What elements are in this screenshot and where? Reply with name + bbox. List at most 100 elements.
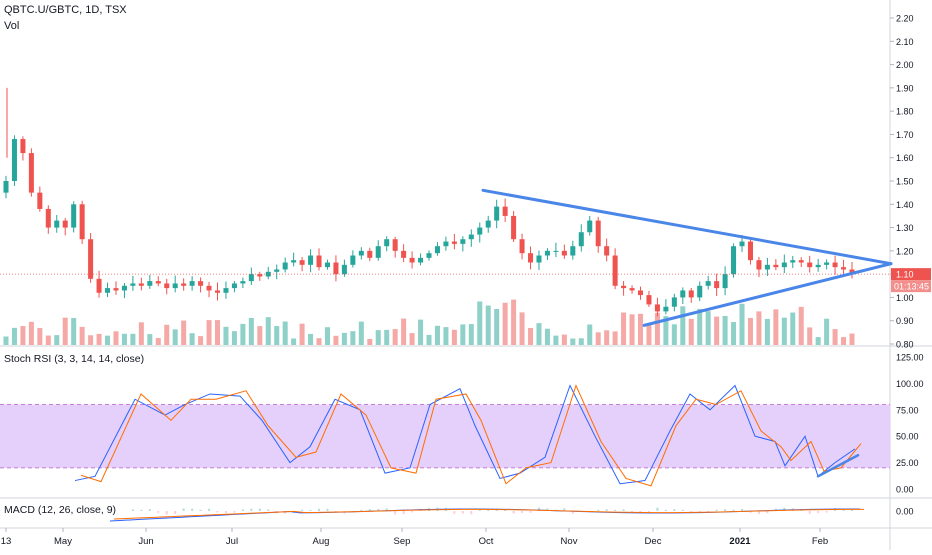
volume-bar [832, 329, 838, 345]
macd-histogram-bar [622, 509, 625, 511]
volume-bar [138, 322, 144, 345]
candle-body [621, 285, 627, 289]
macd-histogram-bar [504, 509, 507, 511]
volume-bar [621, 312, 627, 345]
volume-bar [781, 317, 787, 345]
volume-bar [265, 317, 271, 345]
volume-bar [367, 338, 373, 345]
candle-body [646, 295, 652, 305]
candle-body [587, 220, 593, 233]
volume-bar [71, 317, 77, 345]
time-tick-label: Feb [812, 536, 828, 547]
macd-histogram-bar [825, 511, 828, 513]
macd-histogram-bar [521, 511, 524, 513]
stoch-rsi-d-line [80, 384, 862, 487]
macd-histogram-bar [766, 511, 769, 514]
macd-histogram-bar [487, 509, 490, 511]
candle-body [773, 264, 779, 268]
macd-histogram-bar [284, 511, 287, 514]
macd-histogram-bar [546, 508, 549, 511]
price-tick-label: 1.80 [896, 107, 914, 117]
volume-bar [434, 325, 440, 345]
price-tick-label: 1.50 [896, 177, 914, 187]
macd-histogram-bar [724, 509, 727, 511]
volume-bar [54, 335, 60, 345]
macd-histogram-bar [656, 507, 659, 511]
macd-histogram-bar [199, 509, 202, 511]
candle-body [409, 257, 415, 263]
volume-bar [130, 333, 136, 345]
volume-bar [3, 336, 9, 345]
macd-histogram-bar [402, 511, 405, 515]
volume-bar [206, 320, 212, 345]
volume-bar [654, 312, 660, 345]
candle-body [324, 262, 330, 268]
macd-histogram-bar [698, 511, 701, 513]
candle-body [37, 192, 43, 209]
volume-bar [291, 338, 297, 345]
macd-histogram-bar [673, 509, 676, 511]
volume-bar [604, 330, 610, 345]
macd-histogram-bar [461, 511, 464, 514]
volume-bar [578, 338, 584, 345]
trendline-lower[interactable] [642, 262, 893, 327]
rsi-tick-label: 25.00 [896, 458, 919, 468]
candle-body [485, 220, 491, 228]
trendline-upper[interactable] [481, 188, 893, 266]
macd-histogram-bar [318, 508, 321, 511]
volume-bar [646, 323, 652, 345]
candle-body [28, 153, 34, 193]
macd-histogram-bar [842, 509, 845, 511]
candle-body [790, 260, 796, 263]
volume-bar [561, 334, 567, 345]
volume-bar [214, 320, 221, 345]
macd-histogram-bar [732, 509, 735, 511]
candle-body [291, 260, 297, 263]
time-tick-label: Nov [561, 536, 578, 547]
macd-histogram-bar [208, 508, 211, 511]
time-tick-label: 13 [1, 536, 12, 547]
volume-bar [62, 317, 68, 345]
candle-body [45, 208, 51, 228]
volume-bar [680, 306, 686, 345]
volume-bar [595, 332, 601, 345]
macd-histogram-bar [537, 507, 540, 511]
candle-body [138, 283, 144, 286]
volume-bar [341, 332, 347, 345]
candle-body [240, 281, 246, 284]
volume-bar [536, 323, 542, 345]
macd-label: MACD (12, 26, close, 9) [4, 504, 117, 516]
volume-bar [731, 322, 737, 345]
volume-bar [198, 336, 204, 345]
candle-body [528, 253, 534, 263]
candle-body [172, 283, 178, 289]
macd-histogram-bar [334, 511, 337, 513]
candle-body [113, 288, 119, 291]
volume-bar [79, 326, 85, 345]
macd-histogram-bar [140, 509, 143, 511]
rsi-trendline[interactable] [816, 453, 860, 478]
candle-body [62, 220, 68, 228]
volume-bar [257, 326, 263, 345]
macd-histogram-bar [715, 509, 718, 511]
volume-bar [37, 328, 43, 345]
candle-body [3, 181, 9, 193]
macd-histogram-bar [216, 511, 219, 513]
volume-bar [511, 299, 517, 345]
price-tick-label: 1.90 [896, 83, 914, 93]
macd-histogram-bar [326, 508, 329, 511]
volume-bar [20, 326, 26, 345]
macd-histogram-bar [817, 511, 820, 514]
candle-body [663, 306, 669, 312]
price-tick-label: 0.80 [896, 340, 914, 350]
candle-body [358, 250, 364, 256]
candle-body [274, 269, 280, 272]
macd-histogram-bar [174, 511, 177, 515]
volume-bar [570, 338, 576, 345]
volume-bar [274, 326, 280, 345]
candle-body [341, 264, 347, 275]
volume-bar [164, 324, 170, 345]
candle-body [553, 250, 559, 252]
macd-histogram-bar [360, 509, 363, 511]
